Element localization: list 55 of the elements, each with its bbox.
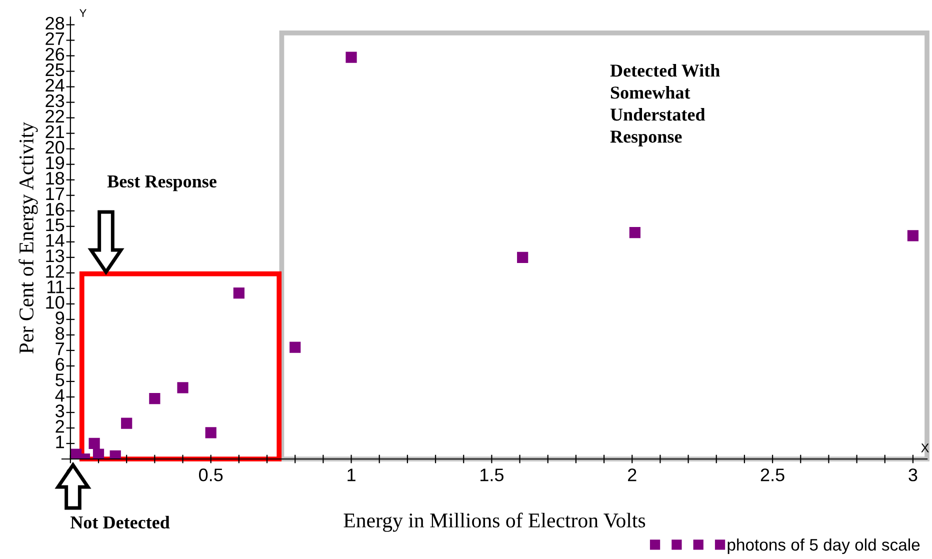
y-tick-label: 20 <box>46 140 64 154</box>
y-tick-label: 12 <box>46 264 64 278</box>
x-tick-label: 1 <box>348 468 356 482</box>
y-tick-label: 14 <box>46 234 64 247</box>
y-tick-label: 24 <box>46 78 64 92</box>
x-tick-label: 2.5 <box>760 468 784 482</box>
y-tick-label: 10 <box>46 296 64 309</box>
y-tick-label: 21 <box>46 125 64 138</box>
annotation: Detected With Somewhat Understated Response <box>610 64 720 146</box>
text: Not Detected <box>70 516 170 529</box>
point <box>92 448 104 459</box>
y-tick-label: 18 <box>46 172 64 185</box>
point <box>907 230 919 242</box>
y-tick-label: 11 <box>47 280 64 294</box>
y-axis-title: Per Cent of Energy Activity <box>18 122 38 354</box>
point <box>205 427 216 438</box>
x-tick-label: 1.5 <box>480 468 504 482</box>
y-tick-label: 16 <box>46 202 64 216</box>
point <box>346 52 357 63</box>
point <box>121 418 132 429</box>
annotation: X <box>921 444 929 452</box>
y-tick-label: 3 <box>56 404 64 418</box>
y-tick-label: 2 <box>56 420 64 433</box>
y-tick-label: 25 <box>46 63 64 76</box>
y-tick-label: 19 <box>46 156 64 170</box>
point <box>233 288 244 299</box>
point <box>517 252 528 263</box>
y-tick-label: 15 <box>46 218 64 232</box>
y-tick-label: 9 <box>56 311 64 324</box>
x-tick-label: 0.5 <box>199 468 223 482</box>
x-tick-label: 2 <box>628 468 636 482</box>
y-tick-label: 27 <box>46 32 64 45</box>
point <box>290 342 301 353</box>
point <box>149 392 160 404</box>
y-tick-label: 28 <box>46 16 64 30</box>
y-tick-label: 8 <box>56 326 64 340</box>
y-tick-label: 7 <box>56 342 64 356</box>
point <box>177 382 188 394</box>
y-tick-label: 4 <box>55 389 64 402</box>
y-tick-label: 26 <box>46 48 64 61</box>
y-tick-label: 17 <box>46 188 64 200</box>
y-tick-label: 5 <box>56 374 64 386</box>
x-tick-label: 3 <box>908 468 918 482</box>
point <box>88 438 100 450</box>
text: Y <box>80 9 86 17</box>
legend-label: photons of 5 day old scale <box>728 538 920 554</box>
point <box>629 227 640 238</box>
y-tick-label: 6 <box>56 358 64 371</box>
y-tick-label: 23 <box>46 94 64 108</box>
point <box>110 450 121 459</box>
annotation: Best Response <box>107 176 216 192</box>
y-tick-label: 1 <box>56 436 64 448</box>
y-tick-label: 22 <box>46 110 64 122</box>
x-axis-title: Energy in Millions of Electron Volts <box>344 512 646 532</box>
y-tick-label: 13 <box>46 249 64 262</box>
